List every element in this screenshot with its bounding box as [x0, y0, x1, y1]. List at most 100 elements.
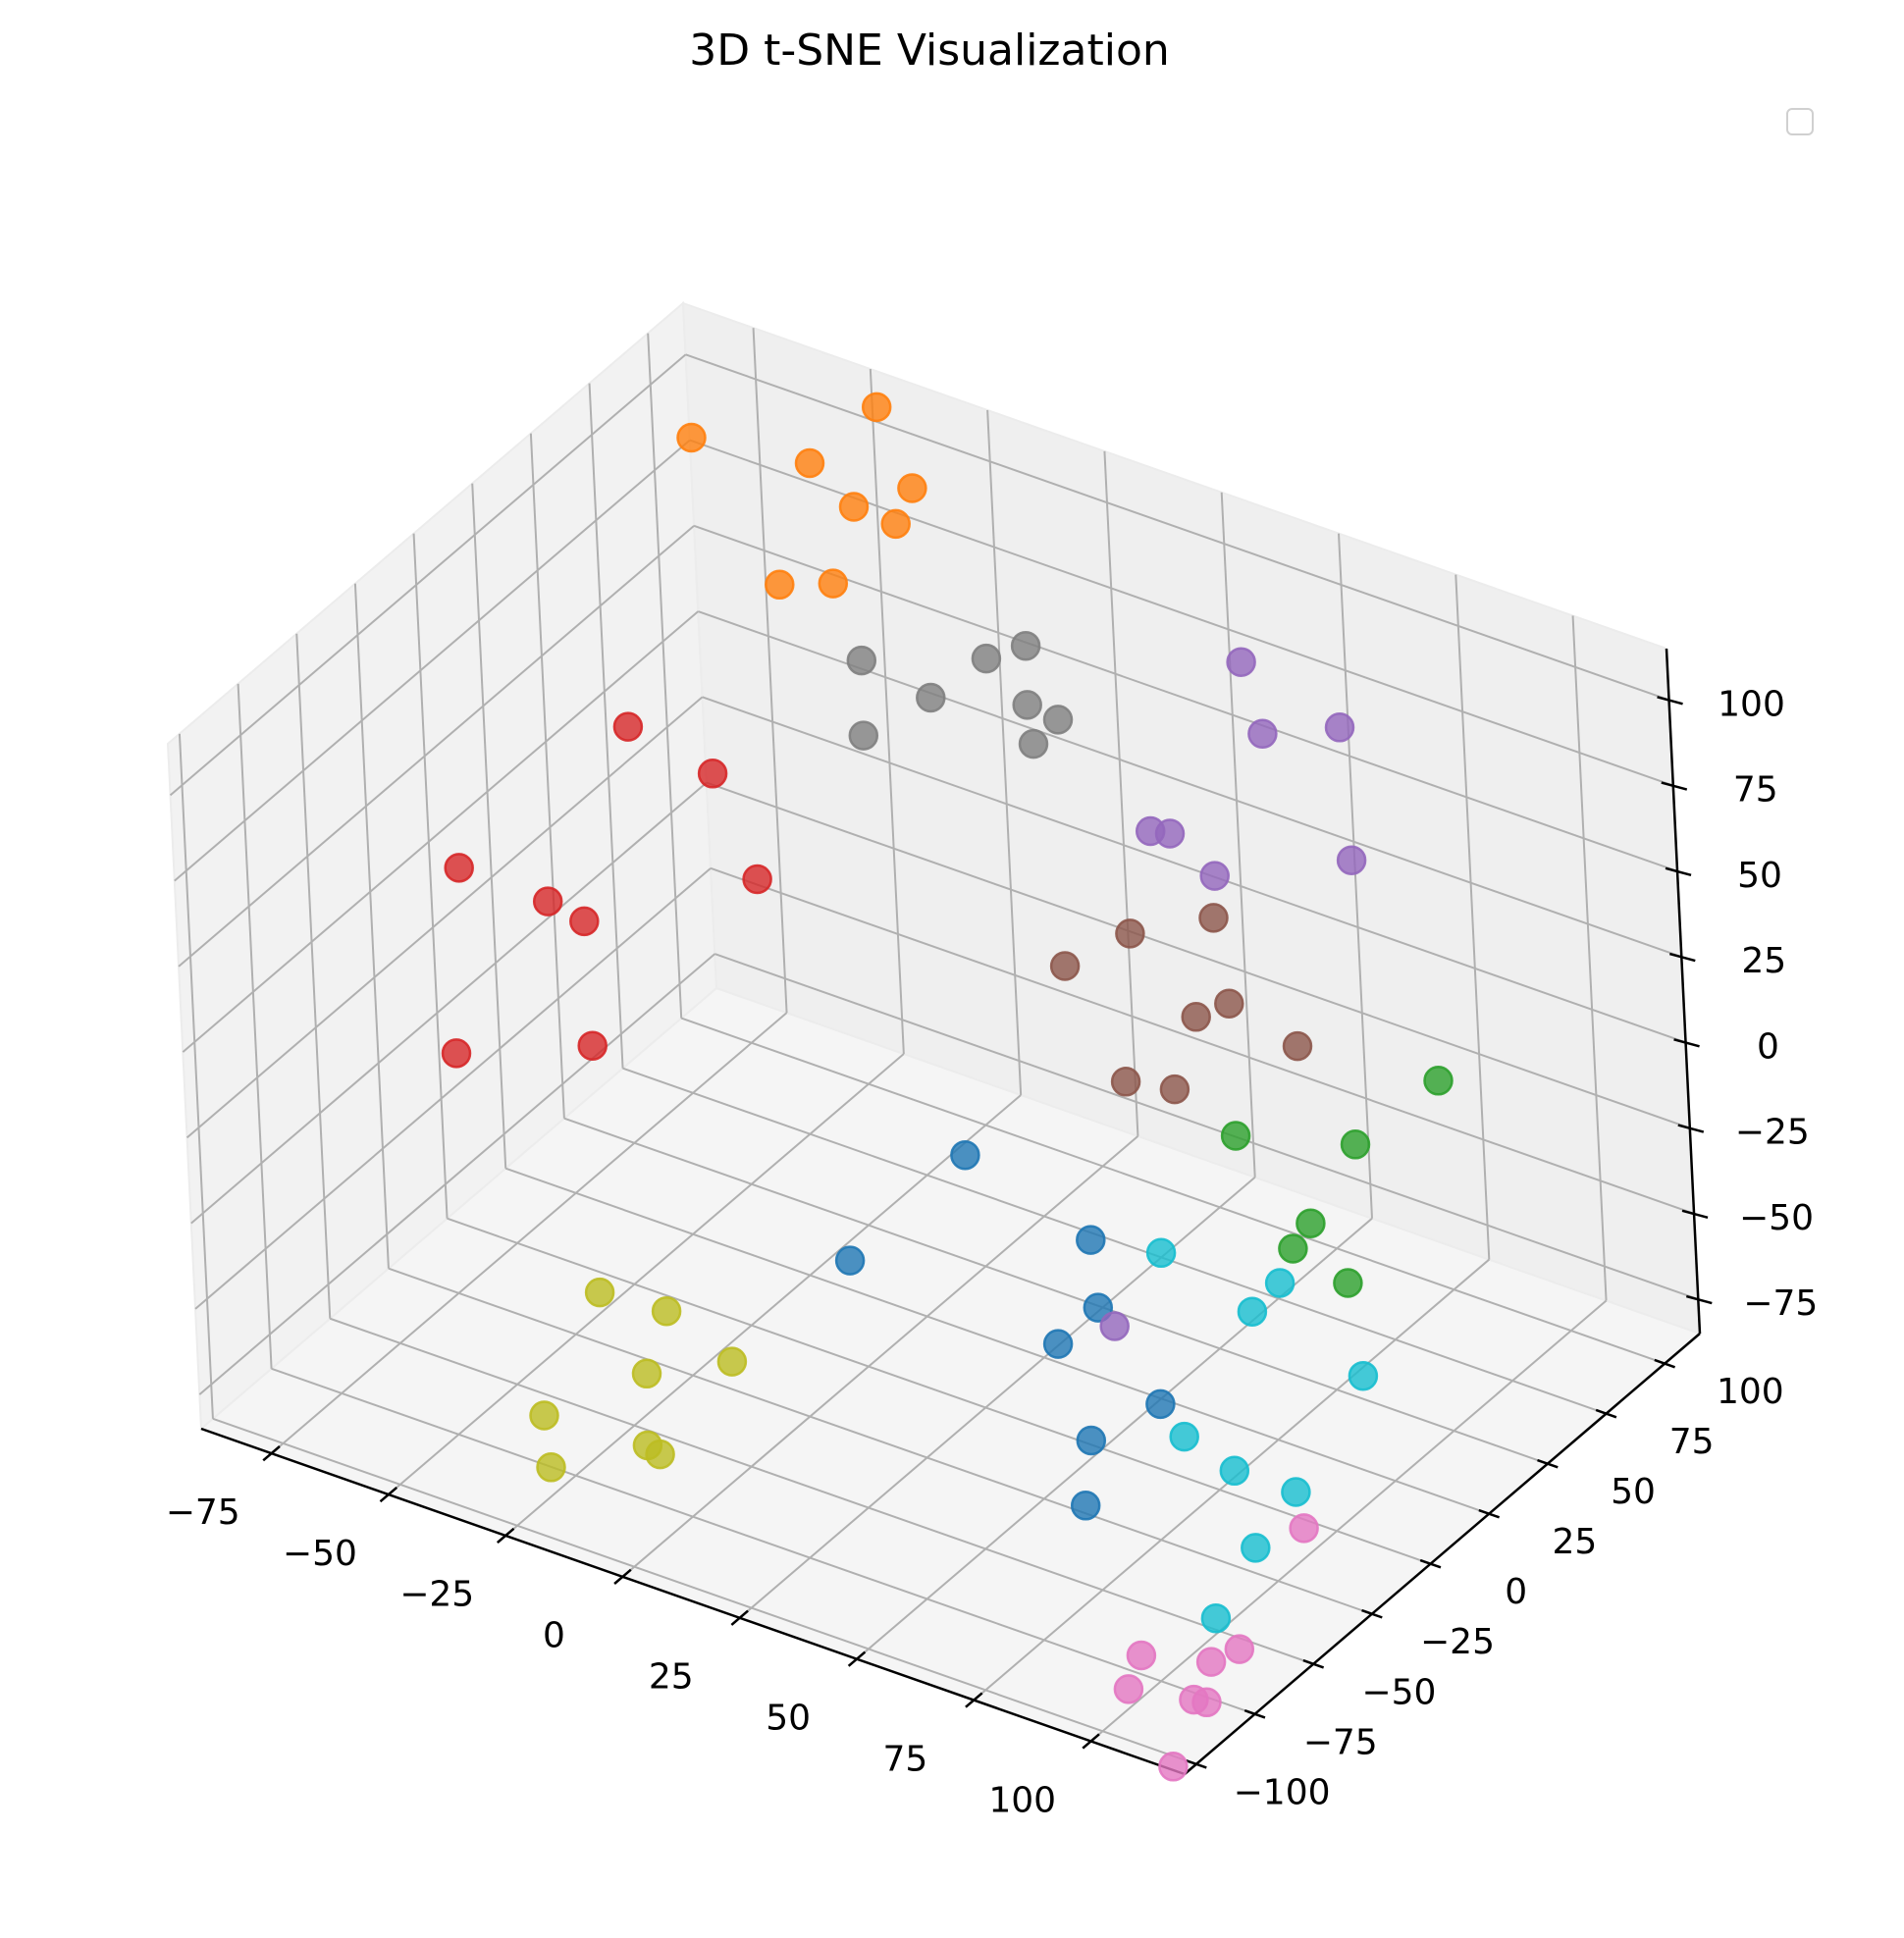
- data-point-cluster-1: [897, 473, 927, 503]
- data-point-cluster-5: [1198, 903, 1229, 933]
- data-point-cluster-4: [1226, 647, 1256, 677]
- y-tick-mark: [1595, 1408, 1617, 1419]
- z-tick-mark: [1673, 1038, 1700, 1048]
- data-point-cluster-6: [1224, 1634, 1255, 1664]
- data-point-cluster-6: [1195, 1647, 1227, 1677]
- data-point-cluster-2: [1296, 1208, 1326, 1238]
- x-gridline-wall: [986, 409, 1023, 1096]
- data-point-cluster-8: [645, 1439, 675, 1470]
- data-point-cluster-2: [1333, 1268, 1363, 1298]
- data-point-cluster-6: [1289, 1513, 1319, 1544]
- x-tick-mark: [847, 1650, 867, 1667]
- x-gridline-wall: [752, 328, 788, 1014]
- z-tick-label: 50: [1737, 856, 1782, 896]
- data-point-cluster-8: [716, 1346, 748, 1377]
- data-point-cluster-2: [1423, 1066, 1454, 1096]
- y-tick-label: 0: [1505, 1572, 1527, 1612]
- data-point-cluster-9: [1348, 1360, 1379, 1391]
- x-tick-mark: [965, 1692, 983, 1708]
- data-point-cluster-0: [1070, 1491, 1101, 1521]
- axis-panes: [166, 300, 1702, 1776]
- data-point-cluster-0: [1076, 1225, 1106, 1255]
- z-tick-label: 75: [1733, 770, 1778, 811]
- data-point-cluster-9: [1237, 1296, 1268, 1327]
- y-tick-label: 50: [1611, 1472, 1656, 1512]
- data-point-cluster-6: [1179, 1684, 1209, 1715]
- x-tick-label: −75: [166, 1493, 240, 1533]
- y-tick-mark: [1361, 1608, 1383, 1619]
- z-gridline-left: [185, 696, 704, 1139]
- data-point-cluster-7: [1010, 630, 1041, 661]
- y-gridline-floor: [504, 1167, 1490, 1515]
- data-point-cluster-0: [1042, 1329, 1074, 1359]
- data-point-cluster-7: [1012, 690, 1042, 720]
- z-gridline-back: [693, 524, 1678, 872]
- z-tick-mark: [1685, 1294, 1713, 1305]
- x-gridline-floor: [1089, 1299, 1608, 1743]
- z-gridline-left: [190, 781, 708, 1225]
- data-point-cluster-9: [1200, 1602, 1232, 1634]
- y-tick-mark: [1478, 1508, 1501, 1519]
- z-tick-mark: [1657, 696, 1683, 706]
- data-point-cluster-7: [846, 645, 877, 676]
- x-axis-line: [200, 1427, 1186, 1776]
- z-tick-label: −25: [1735, 1113, 1810, 1153]
- data-point-cluster-1: [818, 568, 849, 599]
- y-tick-mark: [1186, 1758, 1207, 1769]
- x-tick-label: −25: [399, 1575, 474, 1615]
- y-tick-label: −50: [1361, 1672, 1436, 1712]
- data-point-cluster-9: [1281, 1477, 1311, 1507]
- data-point-cluster-3: [697, 759, 728, 789]
- data-point-cluster-1: [676, 422, 707, 453]
- data-point-cluster-3: [742, 864, 772, 895]
- x-gridline-floor: [270, 1012, 788, 1454]
- chart-title: 3D t-SNE Visualization: [689, 26, 1170, 76]
- x-gridline-floor: [621, 1135, 1139, 1578]
- x-tick-mark: [379, 1486, 398, 1503]
- z-tick-mark: [1661, 781, 1688, 791]
- y-tick-label: 25: [1552, 1522, 1597, 1562]
- x-gridline-wall: [1220, 492, 1256, 1178]
- x-gridline-wall: [1571, 615, 1608, 1301]
- data-point-cluster-8: [631, 1358, 662, 1389]
- z-gridline-left: [174, 439, 691, 882]
- data-point-cluster-5: [1282, 1030, 1313, 1062]
- data-point-cluster-4: [1324, 712, 1355, 743]
- y-tick-label: 100: [1717, 1372, 1784, 1412]
- x-tick-label: 75: [882, 1739, 927, 1779]
- data-point-cluster-1: [838, 492, 870, 522]
- data-point-cluster-4: [1099, 1311, 1130, 1341]
- data-points: [441, 392, 1454, 1782]
- data-point-cluster-0: [1145, 1388, 1176, 1420]
- data-point-cluster-1: [880, 508, 911, 540]
- data-point-cluster-7: [1042, 705, 1074, 735]
- x-tick-label: 100: [988, 1780, 1056, 1820]
- x-tick-mark: [496, 1527, 515, 1545]
- z-gridline-left: [198, 953, 715, 1395]
- data-point-cluster-5: [1159, 1074, 1190, 1105]
- y-gridline-floor: [447, 1217, 1431, 1565]
- y-tick-label: −100: [1234, 1772, 1331, 1812]
- data-point-cluster-8: [536, 1452, 566, 1483]
- y-gridline-wall: [295, 633, 332, 1319]
- y-gridline-wall: [647, 333, 683, 1019]
- data-point-cluster-9: [1145, 1237, 1177, 1269]
- data-point-cluster-1: [861, 392, 892, 423]
- data-point-cluster-7: [1018, 728, 1049, 759]
- y-gridline-floor: [388, 1267, 1373, 1615]
- data-point-cluster-9: [1219, 1455, 1250, 1487]
- y-tick-mark: [1537, 1458, 1559, 1469]
- x-gridline-floor: [388, 1053, 905, 1495]
- grid-lines: [169, 328, 1699, 1765]
- y-gridline-floor: [622, 1067, 1607, 1415]
- y-gridline-floor: [271, 1367, 1255, 1715]
- z-gridline-back: [714, 953, 1699, 1301]
- y-gridline-floor: [329, 1317, 1314, 1665]
- data-point-cluster-6: [1158, 1752, 1189, 1782]
- z-axis-line: [1665, 648, 1702, 1335]
- data-point-cluster-2: [1340, 1129, 1371, 1160]
- x-tick-label: 0: [543, 1616, 565, 1656]
- y-tick-mark: [1302, 1658, 1325, 1669]
- z-tick-mark: [1665, 866, 1692, 877]
